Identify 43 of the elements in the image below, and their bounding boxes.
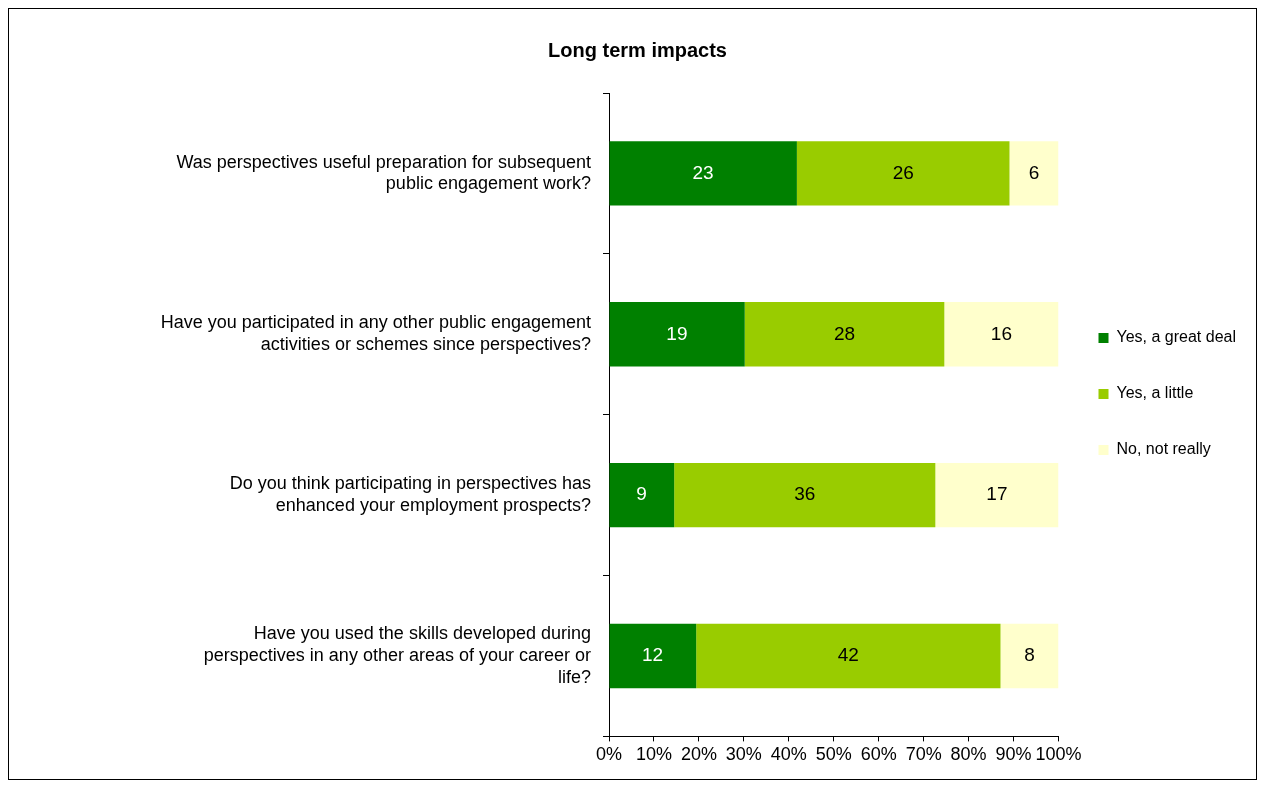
bar — [609, 462, 675, 528]
annotation: 8 — [1024, 644, 1035, 666]
annotation: 17 — [986, 483, 1008, 505]
x-tick-label: 0% — [595, 744, 623, 765]
x-tick-label: 80% — [950, 744, 987, 765]
y-tick-label: Have you participated in any other public engagement activities or schemes since perspectives? — [160, 312, 591, 355]
x-tick-label: 50% — [815, 744, 852, 765]
y-tick-label: Have you used the skills developed during perspectives in any other areas of your career or life? — [203, 623, 591, 687]
annotation: 42 — [837, 644, 859, 666]
annotation: 16 — [990, 322, 1012, 344]
x-tick-label: 30% — [725, 744, 762, 765]
bar — [796, 141, 1010, 206]
annotation: 36 — [794, 483, 816, 505]
x-tick-label: 70% — [905, 744, 942, 765]
bar — [935, 462, 1059, 528]
x-tick-label: 20% — [680, 744, 717, 765]
bar — [1000, 623, 1059, 689]
legend-label: Yes, a little — [1116, 384, 1194, 402]
bar — [944, 302, 1059, 367]
x-tick-label: 90% — [995, 744, 1032, 765]
annotation: 19 — [666, 322, 688, 344]
chart-title: Long term impacts — [548, 38, 727, 61]
annotation: 26 — [892, 161, 914, 183]
bar — [609, 141, 797, 206]
bar — [609, 623, 697, 689]
x-tick-label: 10% — [635, 744, 672, 765]
y-tick-label: Do you think participating in perspectives has enhanced your employment prospects? — [229, 473, 591, 515]
x-tick-label: 100% — [1035, 744, 1082, 765]
annotation: 28 — [833, 322, 856, 344]
annotation: 6 — [1028, 161, 1040, 183]
x-tick-label: 40% — [770, 744, 807, 765]
bar — [609, 302, 745, 367]
legend-label: Yes, a great deal — [1116, 328, 1236, 346]
annotation: 9 — [636, 483, 647, 505]
legend-label: No, not really — [1116, 440, 1211, 458]
bar — [1009, 141, 1059, 206]
bar — [674, 462, 936, 528]
annotation: 12 — [642, 644, 664, 666]
x-tick-label: 60% — [860, 744, 897, 765]
annotation: 23 — [692, 161, 714, 183]
bar — [744, 302, 945, 367]
bar — [696, 623, 1001, 689]
y-tick-label: Was perspectives useful preparation for subsequent public engagement work? — [176, 151, 591, 194]
